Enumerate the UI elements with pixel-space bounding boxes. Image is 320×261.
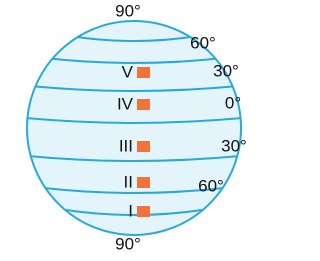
zone-label: IV <box>117 94 134 113</box>
latitude-label: 90° <box>115 234 141 253</box>
zone-label: III <box>119 136 133 155</box>
latitude-label: 30° <box>221 136 247 155</box>
zone-marker <box>137 177 150 188</box>
zone-label: II <box>124 172 133 191</box>
latitude-label: 0° <box>225 93 241 112</box>
zone-label: I <box>128 201 133 220</box>
latitude-label: 30° <box>213 61 239 80</box>
latitude-label: 60° <box>198 176 224 195</box>
latitude-label: 60° <box>190 33 216 52</box>
zone-marker <box>137 141 150 152</box>
latitude-label: 90° <box>115 1 141 20</box>
globe-diagram: 90° 60° 30° 0° 30° 60° 90° V IV III II I <box>0 0 258 261</box>
zone-marker <box>137 67 150 78</box>
globe <box>27 21 241 235</box>
zone-marker <box>137 206 150 217</box>
zone-marker <box>137 99 150 110</box>
zone-label: V <box>122 62 134 81</box>
